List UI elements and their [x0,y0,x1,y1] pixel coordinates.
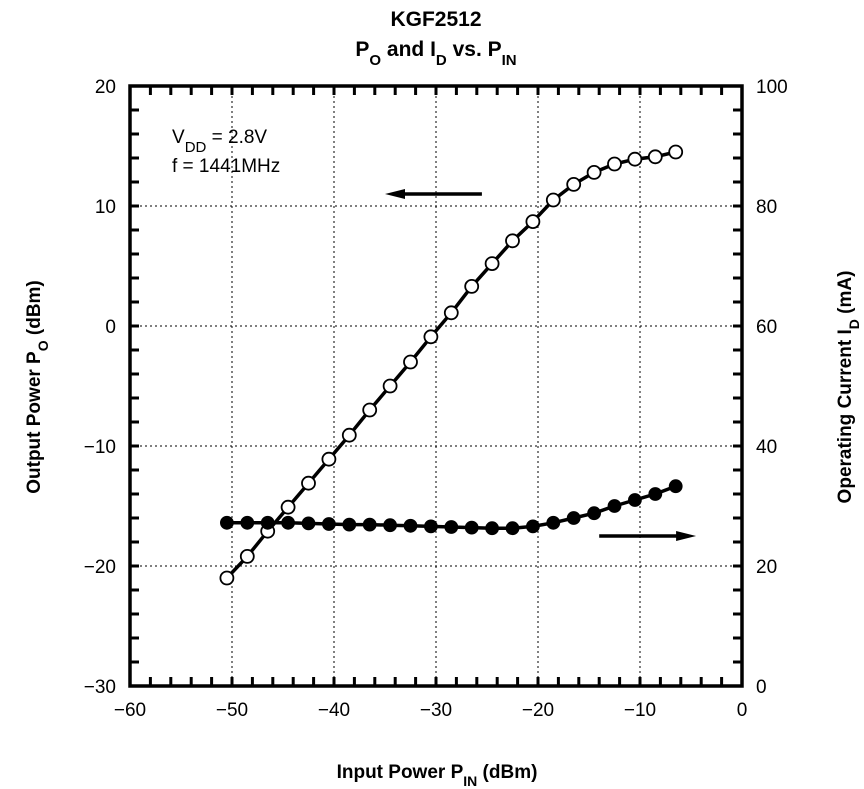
series-1-point [443,305,459,321]
x-tick-label: −30 [420,700,452,721]
series-2-point [566,511,581,525]
y-axis-label-right: Operating Current ID (mA) [835,271,862,504]
series-2-point [383,518,398,533]
tick-labels: −60 −50 −40 −30 −20 −10 0 −30 0 −20 20 −10 40 0 60 10 80… [84,77,788,721]
x-axis-label: Input Power PIN (dBm) [337,762,538,789]
y-right-tick-label: 100 [756,77,788,98]
y-left-tick-label: 10 [95,197,116,218]
series-group [219,144,684,586]
series-2-point [240,515,255,530]
subtitle-and: and I [381,38,436,61]
series-2-point [321,517,336,531]
y-right-tick-label: 80 [756,197,777,218]
y-right-tick-label: 60 [756,317,777,338]
series-2-point [423,519,438,534]
plot-frame [128,84,744,688]
series-2-point [485,521,500,536]
series-1-point [341,427,357,443]
chart-title: KGF2512 [390,8,481,31]
subtitle-d-sub: D [436,52,447,69]
series-1-point [239,549,255,564]
x-tick-label: −40 [318,700,350,721]
series-1-point [301,475,316,491]
subtitle-o-sub: O [369,52,381,69]
y-left-tick-label: 20 [95,77,116,98]
series-2-point [362,517,377,532]
y-right-tick-label: 40 [756,437,777,458]
series-2-point [444,520,459,534]
series-1-point [362,402,378,418]
series-1-point [647,149,663,165]
annotation-vdd: VDD = 2.8V [172,127,267,156]
y-right-tick-label: 0 [756,677,767,698]
grid [130,86,742,686]
annotation-freq: f = 1441MHz [172,156,280,177]
series-1-point [545,192,561,208]
series-1-point [525,214,541,230]
series-2-point [526,519,540,534]
subtitle-p: P [355,38,369,61]
chart-subtitle: PO and ID vs. PIN [355,38,516,69]
subtitle-vs: vs. P [447,38,502,61]
x-tick-label: −20 [522,700,554,721]
series-1-point [464,278,480,294]
series-2-point [464,520,479,535]
x-tick-label: 0 [737,700,748,721]
arrow-2-head [676,531,697,541]
series-1-point [403,354,418,370]
series-2-point [546,515,561,530]
series-2-point [505,521,520,536]
series-2-point [219,515,234,530]
y-left-tick-label: −30 [84,677,116,698]
series-1-line [225,150,677,580]
series-1-point [321,451,337,467]
series-2-point [628,493,642,507]
y-left-tick-label: 0 [105,317,116,338]
series-1-point [382,378,398,394]
series-1-point [219,570,235,586]
series-1-point [566,176,582,192]
x-tick-label: −10 [624,700,656,721]
series-2-point [607,499,622,513]
series-2-point [403,518,418,533]
series-2-point [342,517,357,532]
y-left-tick-label: −20 [84,557,116,578]
y-axis-label-left: Output Power PO (dBm) [24,280,51,494]
series-2-point [301,516,316,531]
y-right-tick-label: 20 [756,557,777,578]
series-1-point [627,151,643,167]
series-1-point [505,233,520,249]
series-1-point [484,256,500,272]
series-1-point [586,164,602,180]
series-1-point [607,156,622,172]
y-left-tick-label: −10 [84,437,116,458]
x-tick-label: −50 [216,700,248,721]
subtitle-in-sub: IN [502,52,517,69]
series-1-point [668,144,684,160]
series-2-point [587,506,601,521]
x-tick-label: −60 [114,700,146,721]
series-2-point [668,479,683,494]
series-1-point [423,329,439,345]
arrow-1-head [385,189,405,199]
series-2-point [260,515,275,530]
arrows-group [385,189,697,541]
series-2-point [281,515,296,530]
series-1-point [280,499,296,515]
series-2-point [648,487,663,501]
